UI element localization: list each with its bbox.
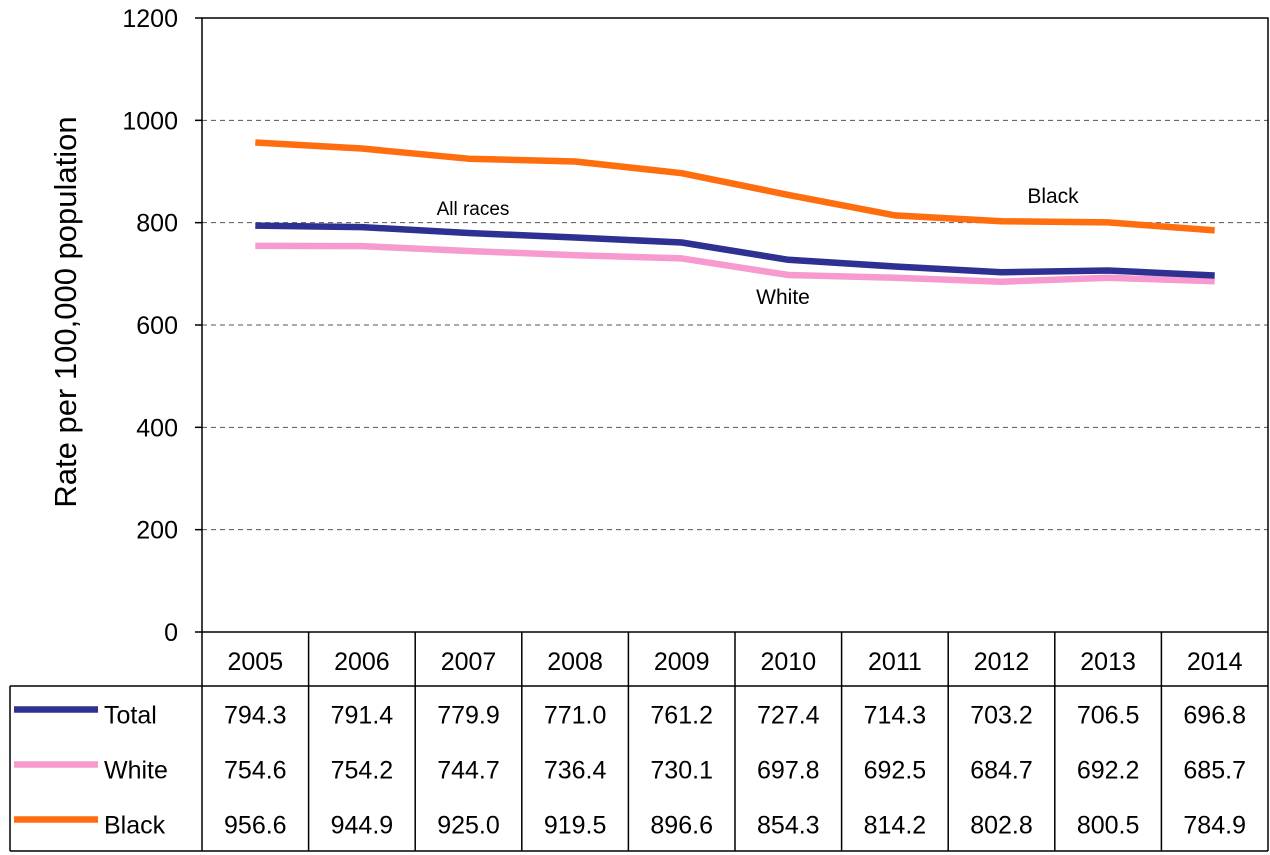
- y-tick-label: 400: [136, 414, 178, 442]
- data-cell: 956.6: [224, 812, 287, 840]
- data-cell: 754.2: [331, 757, 394, 785]
- line-annotations: All races White Black: [437, 185, 1080, 309]
- series-lines: [255, 139, 1215, 285]
- series-line-total: [255, 222, 1215, 279]
- y-tick-label: 200: [136, 517, 178, 545]
- x-category-label: 2013: [1080, 648, 1136, 676]
- legend-label-white: White: [104, 757, 168, 785]
- data-cell: 692.5: [864, 757, 927, 785]
- x-category-label: 2011: [868, 648, 922, 676]
- series-line-white: [255, 242, 1215, 285]
- data-cell: 697.8: [757, 757, 820, 785]
- data-cell: 800.5: [1077, 812, 1140, 840]
- y-axis-ticks: 0 200 400 600 800 1000 1200: [122, 5, 202, 647]
- x-category-label: 2012: [974, 648, 1030, 676]
- data-cell: 696.8: [1183, 702, 1246, 730]
- gridlines: [202, 119, 1268, 531]
- data-cell: 754.6: [224, 757, 287, 785]
- data-cell: 761.2: [650, 702, 713, 730]
- annotation-black: Black: [1027, 185, 1079, 208]
- x-category-label: 2006: [334, 648, 390, 676]
- data-cell: 706.5: [1077, 702, 1140, 730]
- data-cell: 703.2: [970, 702, 1033, 730]
- x-category-label: 2008: [547, 648, 603, 676]
- y-tick-label: 0: [164, 619, 178, 647]
- data-cell: 794.3: [224, 702, 287, 730]
- legend-label-black: Black: [104, 812, 166, 840]
- data-cell: 814.2: [864, 812, 927, 840]
- data-cell: 784.9: [1183, 812, 1246, 840]
- data-table: 2005 2006 2007 2008 2009 2010 2011 2012 2013 2014…: [9, 632, 1269, 852]
- annotation-white: White: [756, 286, 810, 309]
- data-cell: 925.0: [437, 812, 500, 840]
- x-category-label: 2010: [760, 648, 816, 676]
- data-cell: 684.7: [970, 757, 1033, 785]
- y-tick-label: 1200: [122, 5, 178, 33]
- data-cell: 779.9: [437, 702, 500, 730]
- y-tick-label: 600: [136, 312, 178, 340]
- y-axis-label: Rate per 100,000 population: [48, 116, 83, 507]
- data-cell: 730.1: [650, 757, 713, 785]
- data-cell: 802.8: [970, 812, 1033, 840]
- data-cell: 919.5: [544, 812, 607, 840]
- data-cell: 714.3: [864, 702, 927, 730]
- data-cell: 854.3: [757, 812, 820, 840]
- data-cell: 727.4: [757, 702, 820, 730]
- data-cell: 771.0: [544, 702, 607, 730]
- data-cell: 692.2: [1077, 757, 1140, 785]
- plot-area-border: [201, 17, 1269, 633]
- series-line-black: [255, 139, 1215, 234]
- data-cell: 685.7: [1183, 757, 1246, 785]
- y-tick-label: 1000: [122, 107, 178, 135]
- x-category-label: 2005: [227, 648, 283, 676]
- annotation-total: All races: [437, 199, 510, 220]
- legend-label-total: Total: [104, 702, 157, 730]
- x-category-label: 2009: [654, 648, 710, 676]
- data-cell: 944.9: [331, 812, 394, 840]
- data-cell: 736.4: [544, 757, 607, 785]
- data-cell: 896.6: [650, 812, 713, 840]
- data-cell: 791.4: [331, 702, 394, 730]
- y-tick-label: 800: [136, 210, 178, 238]
- data-cell: 744.7: [437, 757, 500, 785]
- x-category-label: 2014: [1187, 648, 1243, 676]
- x-category-label: 2007: [441, 648, 497, 676]
